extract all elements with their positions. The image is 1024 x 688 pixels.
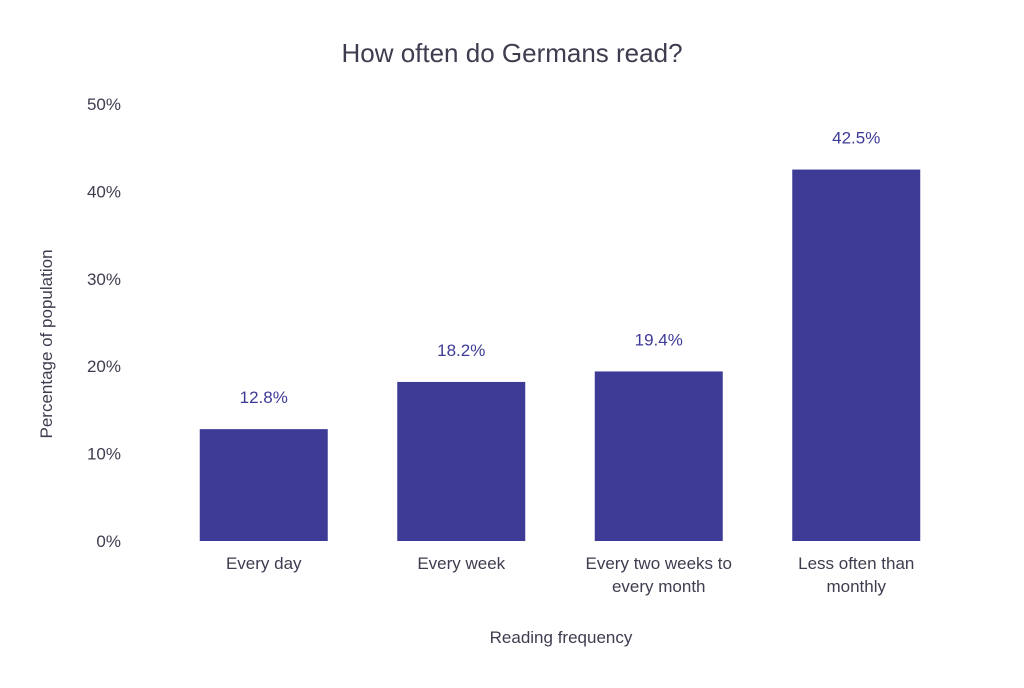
x-category-label: Every week (417, 554, 505, 573)
y-tick-label: 20% (87, 357, 121, 376)
data-label: 42.5% (832, 129, 880, 148)
y-tick-label: 0% (96, 532, 121, 551)
x-category-label: Less often than (798, 554, 914, 573)
bars-group (199, 169, 921, 542)
data-label: 12.8% (240, 388, 288, 407)
x-axis-categories: Every day Every week Every two weeks to eve… (226, 554, 914, 596)
y-tick-label: 40% (87, 182, 121, 201)
bar (594, 371, 723, 541)
bar (792, 169, 921, 542)
bar (397, 381, 526, 541)
y-tick-label: 50% (87, 95, 121, 114)
data-label: 19.4% (635, 330, 683, 349)
bar (199, 429, 328, 541)
chart-title: How often do Germans read? (341, 38, 682, 68)
data-labels-group: 12.8% 18.2% 19.4% 42.5% (240, 129, 881, 408)
y-tick-label: 10% (87, 445, 121, 464)
x-axis-label: Reading frequency (490, 628, 633, 647)
y-axis-label: Percentage of population (37, 249, 56, 438)
x-category-label: Every day (226, 554, 302, 573)
x-category-label: every month (612, 577, 706, 596)
data-label: 18.2% (437, 341, 485, 360)
x-category-label: Every two weeks to (586, 554, 732, 573)
y-tick-label: 30% (87, 270, 121, 289)
x-category-label: monthly (826, 577, 886, 596)
y-axis-ticks: 0% 10% 20% 30% 40% 50% (87, 95, 121, 551)
